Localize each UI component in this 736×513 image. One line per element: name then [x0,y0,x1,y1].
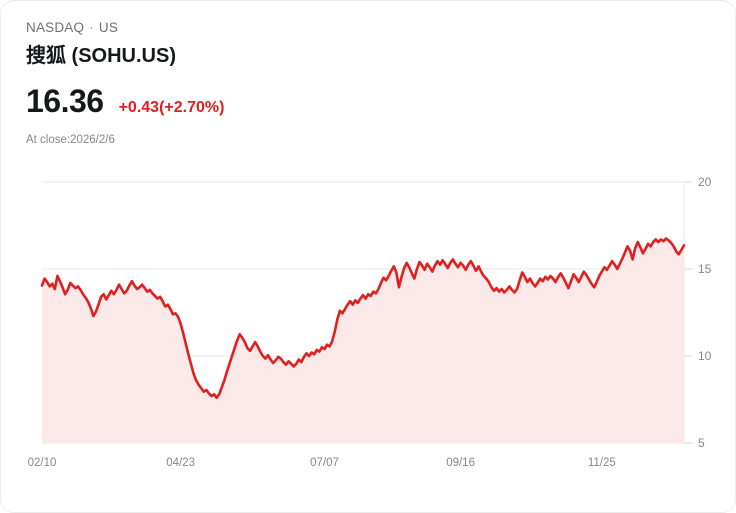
tick-stubs [683,181,692,444]
exchange-separator: · [89,20,94,35]
y-axis-labels: 20 15 10 5 [698,175,712,450]
exchange-row: NASDAQ · US [26,19,224,37]
x-axis-tick-label: 09/16 [446,457,475,469]
quote-header: NASDAQ · US 搜狐 (SOHU.US) 16.36 +0.43(+2.70… [26,19,224,148]
page-title: 搜狐 (SOHU.US) [26,45,176,67]
price-change: +0.43(+2.70%) [118,99,225,116]
y-axis-tick-label: 20 [698,175,712,189]
price-chart-svg[interactable]: 20 15 10 5 02/10 04/23 07/07 09/16 11/25 [1,161,736,481]
price-row: 16.36 +0.43(+2.70%) [26,83,224,119]
y-axis-tick-label: 10 [698,349,712,363]
price-line [40,237,686,400]
x-axis-labels: 02/10 04/23 07/07 09/16 11/25 [28,457,616,469]
current-price: 16.36 [26,83,104,119]
x-axis-tick-label: 07/07 [310,457,339,469]
region-label: US [98,20,119,35]
x-axis-tick-label: 11/25 [588,457,616,469]
market-status: At close:2026/2/6 [26,134,115,146]
x-axis-tick-label: 02/10 [28,457,57,469]
y-axis-tick-label: 15 [698,262,712,276]
price-chart[interactable]: 20 15 10 5 02/10 04/23 07/07 09/16 11/25 [1,161,736,481]
exchange-label: NASDAQ [26,20,85,35]
x-axis-tick-label: 04/23 [166,457,195,469]
y-axis-tick-label: 5 [698,436,705,450]
